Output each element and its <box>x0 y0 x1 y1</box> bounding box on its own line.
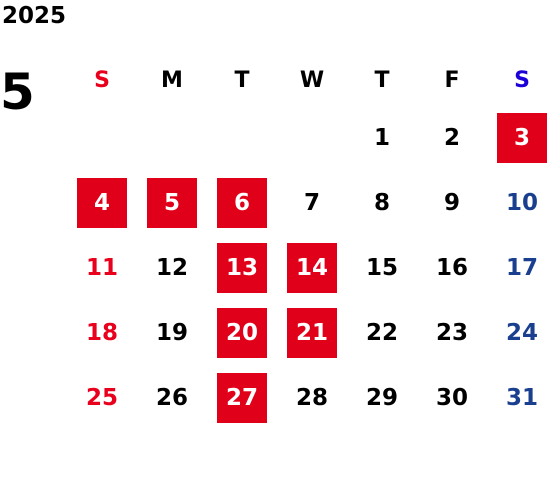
day-14: 14 <box>287 242 337 293</box>
month-label: 5 <box>0 63 35 121</box>
day-2: 2 <box>443 124 460 151</box>
day-7: 7 <box>303 189 320 216</box>
day-28: 28 <box>295 384 328 411</box>
weekday-header-wednesday: W <box>299 67 325 93</box>
empty-cell <box>207 105 277 170</box>
day-26: 26 <box>155 384 188 411</box>
day-cell: 31 <box>487 365 548 430</box>
day-12: 12 <box>155 254 188 281</box>
day-31: 31 <box>505 384 538 411</box>
weekday-header-saturday: S <box>514 67 530 93</box>
weekday-header-tuesday: T <box>234 67 250 93</box>
day-cell: 5 <box>137 170 207 235</box>
day-16: 16 <box>435 254 468 281</box>
day-27: 27 <box>217 372 267 423</box>
weekday-header-sunday: S <box>94 67 110 93</box>
day-cell: 11 <box>67 235 137 300</box>
day-cell: 21 <box>277 300 347 365</box>
day-cell: 29 <box>347 365 417 430</box>
day-20: 20 <box>217 307 267 358</box>
day-17: 17 <box>505 254 538 281</box>
day-cell: 20 <box>207 300 277 365</box>
calendar-grid: S M T W T F S 1 2 3 4 5 6 7 8 9 10 11 12 13 14 15 16 17 18 19 20 21… <box>67 55 548 430</box>
day-cell: 2 <box>417 105 487 170</box>
year-label: 2025 <box>2 3 67 29</box>
day-11: 11 <box>85 254 118 281</box>
day-cell: 9 <box>417 170 487 235</box>
day-cell: 14 <box>277 235 347 300</box>
day-19: 19 <box>155 319 188 346</box>
day-30: 30 <box>435 384 468 411</box>
day-21: 21 <box>287 307 337 358</box>
day-3: 3 <box>497 112 547 163</box>
day-8: 8 <box>373 189 390 216</box>
weekday-header-monday: M <box>161 67 183 93</box>
day-cell: 12 <box>137 235 207 300</box>
day-5: 5 <box>147 177 197 228</box>
day-cell: 10 <box>487 170 548 235</box>
day-cell: 1 <box>347 105 417 170</box>
day-6: 6 <box>217 177 267 228</box>
weekday-header-friday: F <box>444 67 460 93</box>
day-cell: 3 <box>487 105 548 170</box>
empty-cell <box>137 105 207 170</box>
day-1: 1 <box>373 124 390 151</box>
day-cell: 13 <box>207 235 277 300</box>
day-23: 23 <box>435 319 468 346</box>
day-cell: 26 <box>137 365 207 430</box>
day-cell: 28 <box>277 365 347 430</box>
day-cell: 4 <box>67 170 137 235</box>
day-cell: 18 <box>67 300 137 365</box>
day-cell: 22 <box>347 300 417 365</box>
day-cell: 19 <box>137 300 207 365</box>
day-29: 29 <box>365 384 398 411</box>
day-22: 22 <box>365 319 398 346</box>
day-cell: 25 <box>67 365 137 430</box>
day-15: 15 <box>365 254 398 281</box>
day-cell: 30 <box>417 365 487 430</box>
day-13: 13 <box>217 242 267 293</box>
day-cell: 17 <box>487 235 548 300</box>
empty-cell <box>277 105 347 170</box>
day-cell: 6 <box>207 170 277 235</box>
day-cell: 23 <box>417 300 487 365</box>
day-cell: 24 <box>487 300 548 365</box>
day-cell: 7 <box>277 170 347 235</box>
day-9: 9 <box>443 189 460 216</box>
empty-cell <box>67 105 137 170</box>
day-10: 10 <box>505 189 538 216</box>
day-4: 4 <box>77 177 127 228</box>
day-24: 24 <box>505 319 538 346</box>
day-cell: 27 <box>207 365 277 430</box>
day-25: 25 <box>85 384 118 411</box>
weekday-header-thursday: T <box>374 67 390 93</box>
day-cell: 8 <box>347 170 417 235</box>
day-cell: 15 <box>347 235 417 300</box>
day-18: 18 <box>85 319 118 346</box>
day-cell: 16 <box>417 235 487 300</box>
